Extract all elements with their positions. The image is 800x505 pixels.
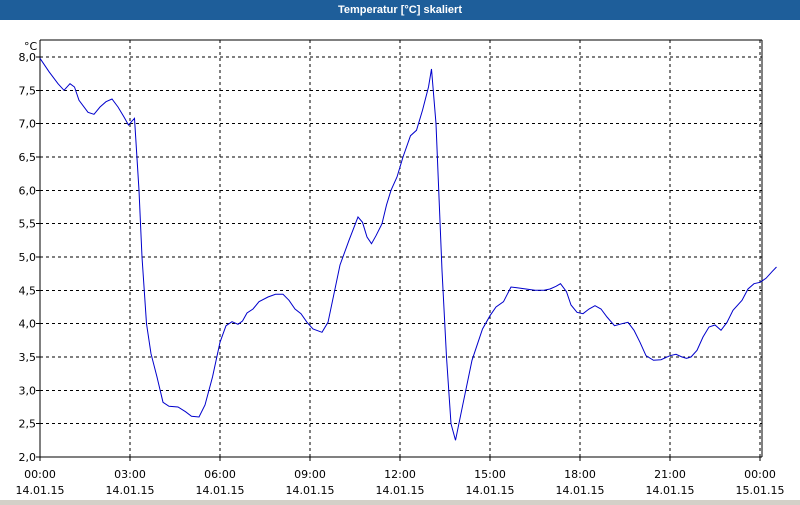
x-tick-date-label: 14.01.15 [646, 484, 695, 497]
x-tick-time-label: 21:00 [654, 468, 686, 481]
x-tick-time-label: 12:00 [384, 468, 416, 481]
y-tick-label: 6,5 [19, 151, 37, 164]
y-tick-label: 8,0 [19, 51, 37, 64]
x-tick-time-label: 00:00 [744, 468, 776, 481]
y-tick-label: 4,5 [19, 284, 37, 297]
chart-title: Temperatur [°C] skaliert [0, 0, 800, 20]
x-tick-time-label: 15:00 [474, 468, 506, 481]
y-tick-label: 2,5 [19, 418, 37, 431]
y-tick-label: 3,5 [19, 351, 37, 364]
x-tick-time-label: 09:00 [294, 468, 326, 481]
y-tick-labels: 8,0 7,5 7,0 6,5 6,0 5,5 5,0 4,5 4,0 3,5 3,0 2,5 2,0 [19, 51, 37, 464]
y-tick-label: 3,0 [19, 384, 37, 397]
x-tick-time-label: 18:00 [564, 468, 596, 481]
x-tick-time-label: 06:00 [204, 468, 236, 481]
chart-area: 8,0 7,5 7,0 6,5 6,0 5,5 5,0 4,5 4,0 3,5 3,0 2,5 2,0 … [0, 20, 800, 500]
y-tick-label: 7,5 [19, 84, 37, 97]
x-tick-date-label: 15.01.15 [736, 484, 785, 497]
y-tick-label: 2,0 [19, 451, 37, 464]
x-tick-labels: 00:00 14.01.15 03:00 14.01.15 06:00 14.01.15 0… [16, 468, 785, 497]
x-tick-date-label: 14.01.15 [16, 484, 65, 497]
axes [36, 39, 763, 461]
x-tick-time-label: 00:00 [24, 468, 56, 481]
x-tick-date-label: 14.01.15 [106, 484, 155, 497]
temperature-line-chart: 8,07,57,06,56,05,55,04,54,03,53,02,52,0 … [16, 39, 785, 497]
y-tick-label: 5,5 [19, 218, 37, 231]
grid [39, 40, 762, 458]
x-tick-date-label: 14.01.15 [466, 484, 515, 497]
y-tick-label: 5,0 [19, 251, 37, 264]
x-tick-time-label: 03:00 [114, 468, 146, 481]
x-tick-date-label: 14.01.15 [556, 484, 605, 497]
series-group [39, 58, 777, 441]
x-tick-date-label: 14.01.15 [286, 484, 335, 497]
x-tick-date-label: 14.01.15 [196, 484, 245, 497]
x-tick-date-label: 14.01.15 [376, 484, 425, 497]
y-tick-label: 4,0 [19, 318, 37, 331]
y-axis-unit-label: °C [24, 40, 38, 53]
temperature-series-line [39, 58, 777, 441]
y-tick-label: 6,0 [19, 184, 37, 197]
y-tick-label: 7,0 [19, 118, 37, 131]
